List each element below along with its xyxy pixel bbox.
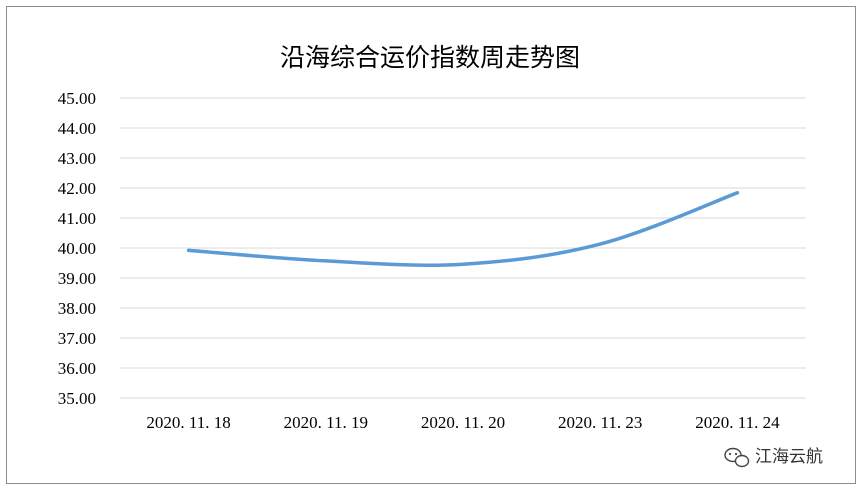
y-tick-label: 42.00	[58, 179, 96, 198]
gridlines	[120, 97, 806, 399]
y-tick-label: 38.00	[58, 299, 96, 318]
data-point	[461, 262, 465, 266]
wechat-icon	[724, 447, 750, 468]
data-point	[324, 259, 328, 263]
x-tick-label: 2020. 11. 23	[558, 413, 642, 432]
y-tick-label: 40.00	[58, 239, 96, 258]
chart-title: 沿海综合运价指数周走势图	[280, 43, 580, 72]
y-tick-label: 43.00	[58, 149, 96, 168]
data-point	[735, 191, 739, 195]
data-point	[598, 242, 602, 246]
y-tick-label: 37.00	[58, 329, 96, 348]
series-line	[186, 191, 740, 267]
x-tick-label: 2020. 11. 18	[146, 413, 230, 432]
watermark: 江海云航	[724, 447, 823, 468]
chart-frame	[6, 6, 856, 484]
y-tick-label: 44.00	[58, 119, 96, 138]
x-tick-label: 2020. 11. 20	[421, 413, 505, 432]
series-layer	[186, 191, 740, 267]
x-tick-label: 2020. 11. 19	[284, 413, 368, 432]
y-tick-label: 35.00	[58, 389, 96, 408]
y-tick-label: 41.00	[58, 209, 96, 228]
x-tick-label: 2020. 11. 24	[695, 413, 780, 432]
x-axis: 2020. 11. 18 2020. 11. 19 2020. 11. 20 2020…	[146, 413, 780, 432]
y-axis: 35.00 36.00 37.00 38.00 39.00 40.00 41.00 42.00…	[58, 89, 96, 408]
y-tick-label: 36.00	[58, 359, 96, 378]
watermark-text: 江海云航	[755, 447, 823, 467]
y-tick-label: 39.00	[58, 269, 96, 288]
data-point	[187, 248, 191, 252]
y-tick-label: 45.00	[58, 89, 96, 108]
